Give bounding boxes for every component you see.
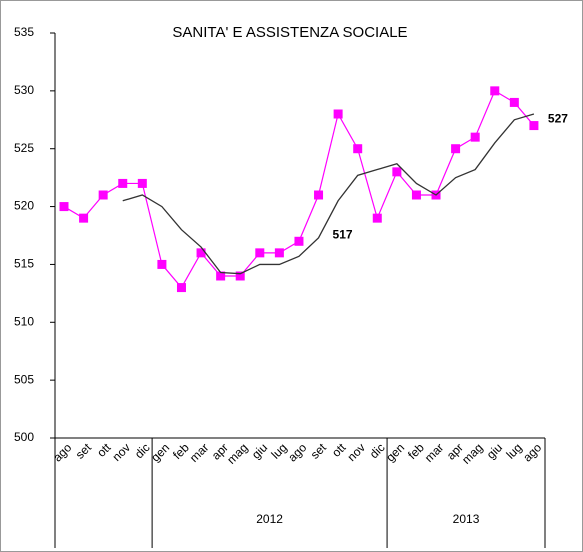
marker <box>59 202 69 212</box>
marker <box>157 259 167 269</box>
marker <box>255 248 265 258</box>
marker <box>294 236 304 246</box>
marker <box>314 190 324 200</box>
marker <box>372 213 382 223</box>
series-line <box>122 113 535 275</box>
marker <box>216 271 226 281</box>
chart-title: SANITA' E ASSISTENZA SOCIALE <box>172 24 407 41</box>
annotation: 527 <box>548 112 568 126</box>
y-tick-label: 530 <box>14 83 34 97</box>
marker <box>392 167 402 177</box>
group-label: 2012 <box>256 512 283 526</box>
y-tick-label: 515 <box>14 257 34 271</box>
y-tick-label: 510 <box>14 314 34 328</box>
marker <box>98 190 108 200</box>
y-tick-label: 520 <box>14 199 34 213</box>
marker <box>333 109 343 119</box>
marker <box>176 283 186 293</box>
group-label: 2013 <box>453 512 480 526</box>
y-tick-label: 535 <box>14 25 34 39</box>
marker <box>411 190 421 200</box>
marker <box>274 248 284 258</box>
marker <box>137 178 147 188</box>
marker <box>490 86 500 96</box>
y-tick-label: 505 <box>14 372 34 386</box>
annotation: 517 <box>333 227 353 241</box>
marker <box>79 213 89 223</box>
marker <box>353 144 363 154</box>
marker <box>118 178 128 188</box>
y-tick-label: 500 <box>14 430 34 444</box>
y-tick-label: 525 <box>14 141 34 155</box>
marker <box>196 248 206 258</box>
marker <box>529 121 539 131</box>
marker <box>451 144 461 154</box>
marker <box>235 271 245 281</box>
marker <box>509 97 519 107</box>
marker <box>470 132 480 142</box>
